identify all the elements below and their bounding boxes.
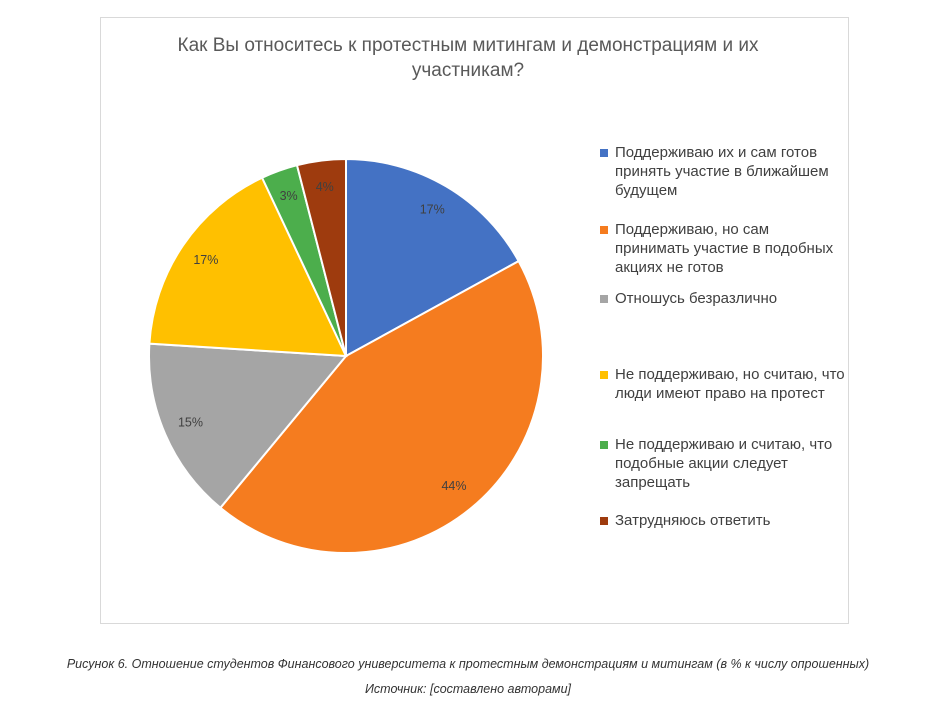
caption: Рисунок 6. Отношение студентов Финансово… <box>66 657 870 671</box>
legend-label: Не поддерживаю и считаю, что подобные ак… <box>615 436 833 491</box>
legend-item: Не поддерживаю и считаю, что подобные ак… <box>600 435 847 492</box>
legend-item: Затрудняюсь ответить <box>600 511 847 530</box>
source: Источник: [составлено авторами] <box>364 682 572 696</box>
data-label: 44% <box>441 479 466 493</box>
legend-item: Не поддерживаю, но считаю, что люди имею… <box>600 365 847 403</box>
pie-slice <box>295 157 347 357</box>
legend-item: Поддерживаю их и сам готов принять участ… <box>600 143 847 200</box>
data-label: 4% <box>316 180 334 194</box>
legend-swatch <box>600 517 608 525</box>
pie-slice <box>345 157 520 358</box>
data-label: 15% <box>178 416 203 430</box>
legend-label: Не поддерживаю, но считаю, что люди имею… <box>615 366 845 402</box>
legend-label: Отношусь безразлично <box>615 290 778 307</box>
legend-item: Отношусь безразлично <box>600 289 847 308</box>
legend-label: Затрудняюсь ответить <box>615 512 771 529</box>
legend-label: Поддерживаю их и сам готов принять участ… <box>615 144 829 199</box>
legend-swatch <box>600 371 608 379</box>
data-label: 17% <box>420 202 445 216</box>
pie-slice <box>148 176 348 358</box>
legend-swatch <box>600 226 608 234</box>
data-label: 17% <box>193 253 218 267</box>
pie-slice <box>219 259 544 554</box>
pie-slice <box>148 342 349 510</box>
data-label: 3% <box>280 189 298 203</box>
legend-swatch <box>600 295 608 303</box>
legend-swatch <box>600 149 608 157</box>
chart-title: Как Вы относитесь к протестным митингам … <box>177 35 759 81</box>
legend-item: Поддерживаю, но сам принимать участие в … <box>600 220 847 277</box>
chart-frame <box>100 17 849 624</box>
legend-swatch <box>600 441 608 449</box>
legend-label: Поддерживаю, но сам принимать участие в … <box>615 221 834 276</box>
